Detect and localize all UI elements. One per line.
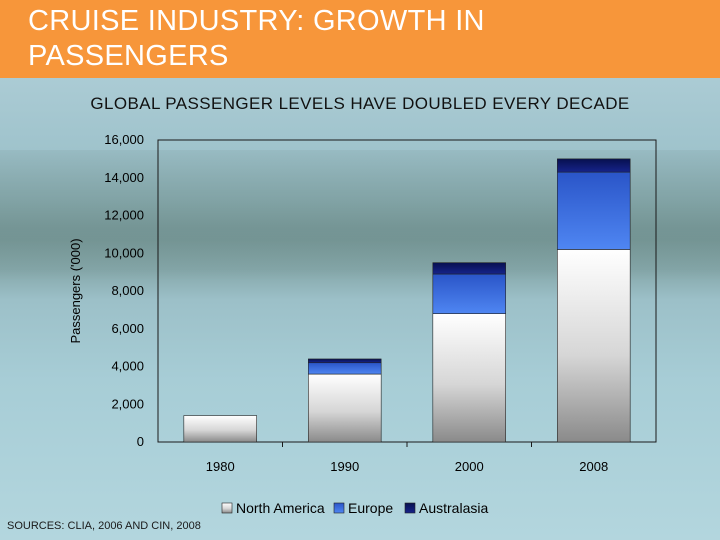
- y-tick-label: 12,000: [104, 208, 144, 223]
- x-tick-label-1990: 1990: [330, 459, 359, 474]
- chart-legend: North America Europe Australasia: [221, 500, 488, 516]
- legend-swatch-north-america: [221, 502, 233, 514]
- y-axis-title: Passengers ('000): [68, 238, 83, 343]
- y-tick-label: 0: [137, 434, 144, 449]
- x-tick-label-2008: 2008: [579, 459, 608, 474]
- bar-europe-1990: [308, 362, 382, 375]
- y-tick-label: 8,000: [111, 283, 144, 298]
- x-tick-label-1980: 1980: [206, 459, 235, 474]
- bar-europe-2000: [432, 273, 506, 314]
- y-tick-label: 10,000: [104, 245, 144, 260]
- legend-label-europe: Europe: [348, 500, 393, 516]
- source-note: SOURCES: CLIA, 2006 AND CIN, 2008: [7, 520, 201, 532]
- legend-swatch-australasia: [404, 502, 416, 514]
- y-tick-label: 14,000: [104, 170, 144, 185]
- bar-europe-2008: [557, 171, 631, 250]
- bar-australasia-1990: [308, 358, 382, 364]
- y-tick-label: 4,000: [111, 359, 144, 374]
- bar-north-america-2000: [432, 313, 506, 443]
- legend-label-north-america: North America: [236, 500, 325, 516]
- bar-north-america-2008: [557, 249, 631, 443]
- bar-north-america-1990: [308, 373, 382, 443]
- y-tick-label: 2,000: [111, 396, 144, 411]
- y-tick-label: 6,000: [111, 321, 144, 336]
- bar-australasia-2008: [557, 158, 631, 173]
- title-bar: CRUISE INDUSTRY: GROWTH IN PASSENGERS: [0, 0, 720, 78]
- legend-swatch-europe: [333, 502, 345, 514]
- bar-north-america-1980: [183, 415, 257, 443]
- legend-label-australasia: Australasia: [419, 500, 488, 516]
- slide-title: CRUISE INDUSTRY: GROWTH IN PASSENGERS: [28, 5, 485, 72]
- bar-australasia-2000: [432, 262, 506, 275]
- chart-subtitle: GLOBAL PASSENGER LEVELS HAVE DOUBLED EVE…: [90, 94, 630, 113]
- y-tick-label: 16,000: [104, 132, 144, 147]
- x-tick-label-2000: 2000: [455, 459, 484, 474]
